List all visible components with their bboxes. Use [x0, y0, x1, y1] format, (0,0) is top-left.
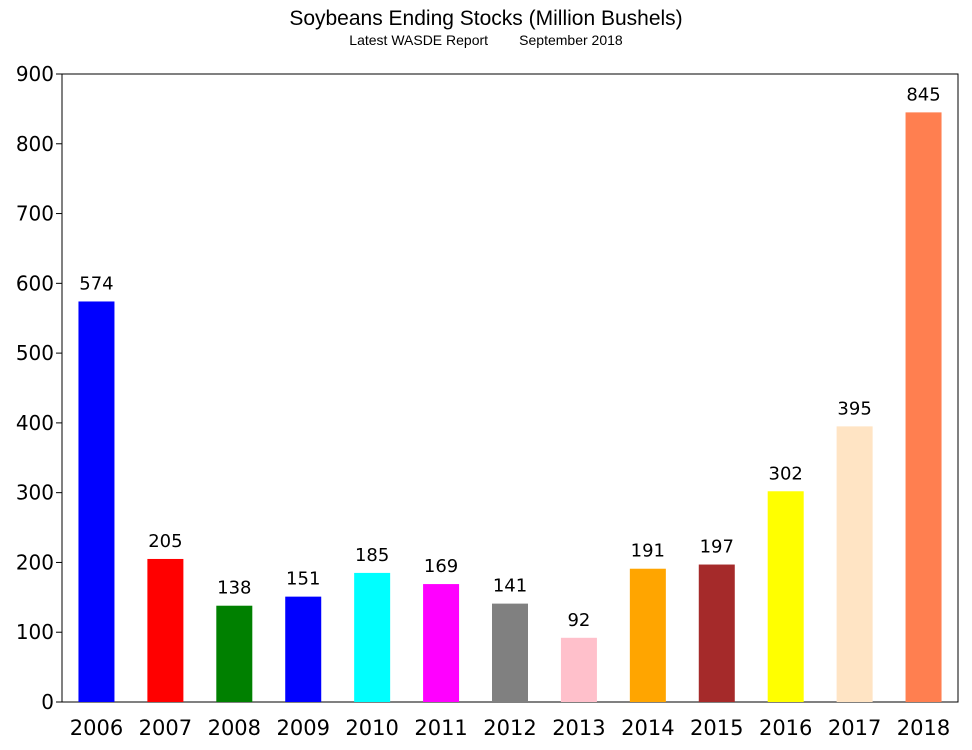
x-tick-label: 2018: [897, 716, 950, 740]
bar: [354, 572, 391, 702]
x-tick-label: 2006: [70, 716, 123, 740]
data-label: 92: [567, 610, 590, 631]
y-tick-label: 700: [16, 202, 54, 226]
x-tick-label: 2017: [828, 716, 881, 740]
data-label: 395: [837, 398, 871, 419]
data-label: 574: [79, 273, 113, 294]
y-tick-label: 400: [16, 411, 54, 435]
bar: [147, 558, 184, 702]
x-tick-label: 2009: [277, 716, 330, 740]
bar: [698, 564, 735, 702]
bar: [492, 603, 528, 702]
y-tick-label: 0: [41, 690, 54, 714]
data-label: 191: [631, 541, 665, 562]
data-label: 302: [769, 463, 803, 484]
x-tick-label: 2007: [139, 716, 192, 740]
title-block: Soybeans Ending Stocks (Million Bushels)…: [0, 6, 972, 48]
x-tick-label: 2012: [483, 716, 536, 740]
data-label: 197: [700, 537, 734, 558]
data-label: 138: [217, 578, 251, 599]
bar: [629, 568, 666, 702]
y-tick-label: 500: [16, 341, 54, 365]
y-tick-label: 900: [16, 62, 54, 86]
y-tick-label: 100: [16, 620, 54, 644]
data-label: 141: [493, 576, 527, 597]
x-tick-label: 2011: [414, 716, 467, 740]
bar: [905, 112, 942, 702]
bar: [560, 637, 597, 702]
bar: [767, 491, 804, 702]
bar: [423, 584, 460, 702]
y-tick-label: 800: [16, 132, 54, 156]
x-tick-label: 2010: [345, 716, 398, 740]
data-label: 169: [424, 556, 458, 577]
y-tick-label: 600: [16, 271, 54, 295]
x-tick-label: 2016: [759, 716, 812, 740]
x-tick-label: 2015: [690, 716, 743, 740]
data-label: 185: [355, 545, 389, 566]
bar: [836, 426, 873, 702]
chart-title: Soybeans Ending Stocks (Million Bushels): [289, 7, 683, 30]
y-tick-label: 300: [16, 481, 54, 505]
data-label: 845: [906, 84, 940, 105]
data-label: 205: [148, 531, 182, 552]
x-tick-label: 2014: [621, 716, 674, 740]
y-tick-label: 200: [16, 550, 54, 574]
x-tick-label: 2013: [552, 716, 605, 740]
x-tick-label: 2008: [208, 716, 261, 740]
data-label: 151: [286, 569, 320, 590]
bar: [78, 301, 115, 702]
chart-subtitle: Latest WASDE Report September 2018: [349, 32, 623, 48]
bar: [216, 605, 253, 702]
bar: [285, 596, 322, 702]
